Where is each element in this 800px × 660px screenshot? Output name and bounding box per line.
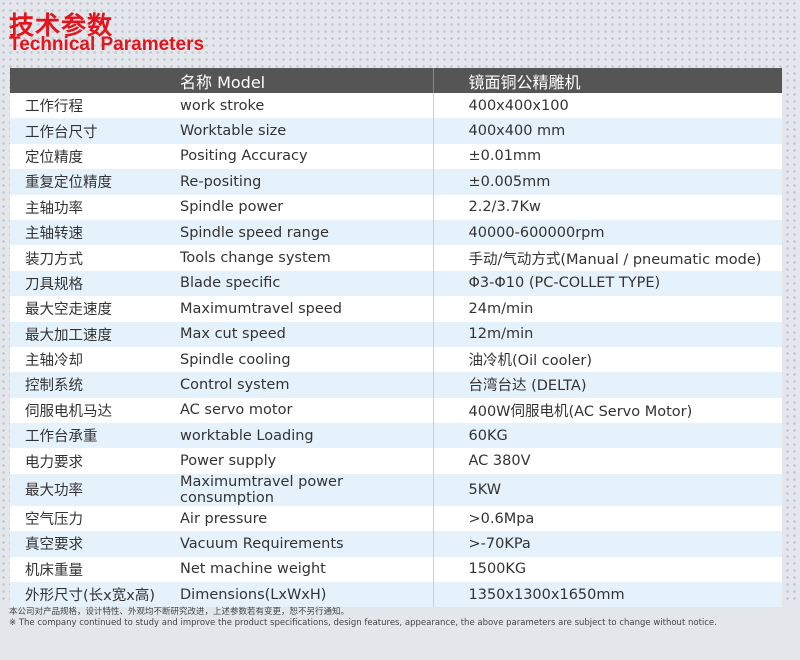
param-cn: 外形尺寸(长x宽x高)	[10, 582, 170, 608]
table-row: 伺服电机马达 AC servo motor 400W伺服电机(AC Servo Mo…	[10, 397, 782, 424]
parameters-table: 名称 Model 镜面铜公精雕机 工作行程 work stroke 400x400x…	[10, 68, 782, 608]
param-cn: 主轴冷却	[10, 346, 170, 373]
param-en: Spindle cooling	[170, 346, 434, 373]
title-cn: 技术参数	[9, 11, 114, 40]
param-value: >0.6Mpa	[433, 505, 782, 532]
param-en: Spindle power	[170, 194, 434, 220]
param-cn: 重复定位精度	[10, 169, 170, 195]
param-en: worktable Loading	[170, 423, 434, 449]
param-cn: 伺服电机马达	[10, 397, 170, 424]
param-value: 2.2/3.7Kw	[433, 194, 782, 220]
param-cn: 空气压力	[10, 505, 170, 532]
param-value: 手动/气动方式(Manual / pneumatic mode)	[433, 245, 782, 271]
table-row: 主轴功率 Spindle power 2.2/3.7Kw	[10, 194, 782, 220]
param-en: Re-positing	[170, 169, 434, 195]
header-machine: 镜面铜公精雕机	[433, 68, 782, 93]
param-en: Max cut speed	[170, 321, 434, 347]
param-en: Control system	[170, 372, 434, 398]
table-row: 机床重量 Net machine weight 1500KG	[10, 556, 782, 583]
param-cn: 最大加工速度	[10, 321, 170, 347]
param-value: 5KW	[433, 473, 782, 506]
table-row: 空气压力 Air pressure >0.6Mpa	[10, 505, 782, 532]
header-model: 名称 Model	[170, 68, 434, 93]
table-row: 工作台尺寸 Worktable size 400x400 mm	[10, 118, 782, 144]
param-value: 400W伺服电机(AC Servo Motor)	[433, 397, 782, 424]
table-row: 主轴冷却 Spindle cooling 油冷机(Oil cooler)	[10, 346, 782, 373]
param-value: 400x400 mm	[433, 118, 782, 144]
param-value: >-70KPa	[433, 531, 782, 557]
param-value: 1350x1300x1650mm	[433, 582, 782, 608]
table-row: 主轴转速 Spindle speed range 40000-600000rpm	[10, 219, 782, 246]
param-value: 400x400x100	[433, 93, 782, 119]
param-cn: 定位精度	[10, 143, 170, 170]
param-value: 1500KG	[433, 556, 782, 583]
param-value: 油冷机(Oil cooler)	[433, 346, 782, 373]
param-cn: 控制系统	[10, 372, 170, 398]
table-row: 重复定位精度 Re-positing ±0.005mm	[10, 169, 782, 195]
param-cn: 工作台承重	[10, 423, 170, 449]
param-cn: 工作行程	[10, 93, 170, 119]
param-en: Tools change system	[170, 245, 434, 271]
table-row: 最大加工速度 Max cut speed 12m/min	[10, 321, 782, 347]
param-en: AC servo motor	[170, 397, 434, 424]
table-row: 工作台承重 worktable Loading 60KG	[10, 423, 782, 449]
param-en: Power supply	[170, 448, 434, 474]
param-en: Positing Accuracy	[170, 143, 434, 170]
table-row: 工作行程 work stroke 400x400x100	[10, 93, 782, 119]
param-en: Air pressure	[170, 505, 434, 532]
param-value: ±0.005mm	[433, 169, 782, 195]
param-en: Spindle speed range	[170, 219, 434, 246]
note-en: ※ The company continued to study and imp…	[9, 618, 717, 628]
param-value: 60KG	[433, 423, 782, 449]
param-en: Dimensions(LxWxH)	[170, 582, 434, 608]
param-cn: 主轴功率	[10, 194, 170, 220]
table-row: 最大空走速度 Maximumtravel speed 24m/min	[10, 296, 782, 322]
table-row: 定位精度 Positing Accuracy ±0.01mm	[10, 143, 782, 170]
footer-background	[0, 600, 800, 660]
table-row: 电力要求 Power supply AC 380V	[10, 448, 782, 474]
param-cn: 真空要求	[10, 531, 170, 557]
param-value: AC 380V	[433, 448, 782, 474]
title-en: Technical Parameters	[9, 34, 205, 55]
param-cn: 刀具规格	[10, 270, 170, 297]
param-value: 24m/min	[433, 296, 782, 322]
table-row: 真空要求 Vacuum Requirements >-70KPa	[10, 531, 782, 557]
param-value: 40000-600000rpm	[433, 219, 782, 246]
param-cn: 工作台尺寸	[10, 118, 170, 144]
param-value: 台湾台达 (DELTA)	[433, 372, 782, 398]
table-row: 外形尺寸(长x宽x高) Dimensions(LxWxH) 1350x1300x16…	[10, 582, 782, 608]
param-cn: 机床重量	[10, 556, 170, 583]
param-value: 12m/min	[433, 321, 782, 347]
param-en: work stroke	[170, 93, 434, 119]
param-cn: 装刀方式	[10, 245, 170, 271]
param-cn: 电力要求	[10, 448, 170, 474]
param-value: Φ3-Φ10 (PC-COLLET TYPE)	[433, 270, 782, 297]
param-cn: 最大功率	[10, 473, 170, 506]
table-row: 控制系统 Control system 台湾台达 (DELTA)	[10, 372, 782, 398]
param-cn: 主轴转速	[10, 219, 170, 246]
param-en: Net machine weight	[170, 556, 434, 583]
table-header: 名称 Model 镜面铜公精雕机	[10, 68, 782, 93]
param-en: Maximumtravel speed	[170, 296, 434, 322]
table-row: 装刀方式 Tools change system 手动/气动方式(Manual / …	[10, 245, 782, 271]
note-cn: 本公司对产品规格，设计特性、外观均不断研究改进，上述参数若有变更，恕不另行通知。	[9, 607, 350, 617]
param-en: Vacuum Requirements	[170, 531, 434, 557]
param-en: Blade specific	[170, 270, 434, 297]
param-value: ±0.01mm	[433, 143, 782, 170]
param-en: Worktable size	[170, 118, 434, 144]
header-col1	[10, 68, 170, 93]
table-row: 最大功率 Maximumtravel power consumption 5KW	[10, 473, 782, 506]
param-en: Maximumtravel power consumption	[170, 473, 434, 506]
param-cn: 最大空走速度	[10, 296, 170, 322]
table-row: 刀具规格 Blade specific Φ3-Φ10 (PC-COLLET TYPE…	[10, 270, 782, 297]
